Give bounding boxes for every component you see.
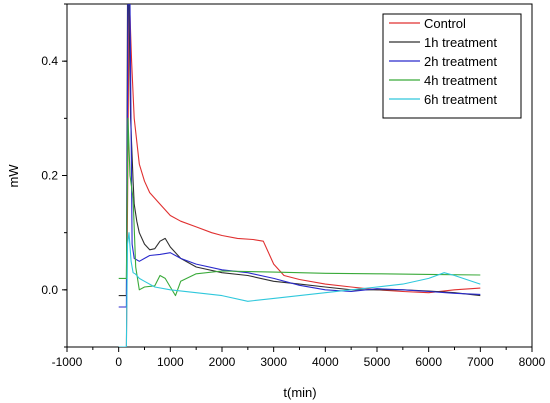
legend-label: 4h treatment: [424, 73, 497, 88]
x-tick-label: 0: [115, 355, 122, 369]
y-tick-label: 0.0: [41, 283, 58, 297]
y-axis-title: mW: [6, 164, 21, 188]
x-axis-title: t(min): [283, 385, 316, 400]
x-tick-label: 3000: [260, 355, 287, 369]
legend-label: 2h treatment: [424, 54, 497, 69]
x-tick-label: 2000: [209, 355, 236, 369]
legend-label: 1h treatment: [424, 35, 497, 50]
x-tick-label: 7000: [467, 355, 494, 369]
legend-label: 6h treatment: [424, 92, 497, 107]
x-tick-label: 4000: [312, 355, 339, 369]
series-line-6h-treatment: [118, 232, 481, 347]
series-line-control: [118, 4, 481, 347]
x-tick-label: 8000: [519, 355, 546, 369]
x-tick-label: 1000: [157, 355, 184, 369]
series-line-4h-treatment: [118, 117, 481, 297]
x-tick-label: 5000: [364, 355, 391, 369]
legend-box: [382, 13, 522, 119]
legend-label: Control: [424, 16, 466, 31]
y-tick-label: 0.4: [41, 54, 58, 68]
legend: Control 1h treatment 2h treatment 4h treatm…: [382, 13, 522, 119]
x-tick-label: 6000: [415, 355, 442, 369]
y-tick-label: 0.2: [41, 169, 58, 183]
series-line-2h-treatment: [118, 4, 481, 308]
x-tick-label: -1000: [52, 355, 83, 369]
